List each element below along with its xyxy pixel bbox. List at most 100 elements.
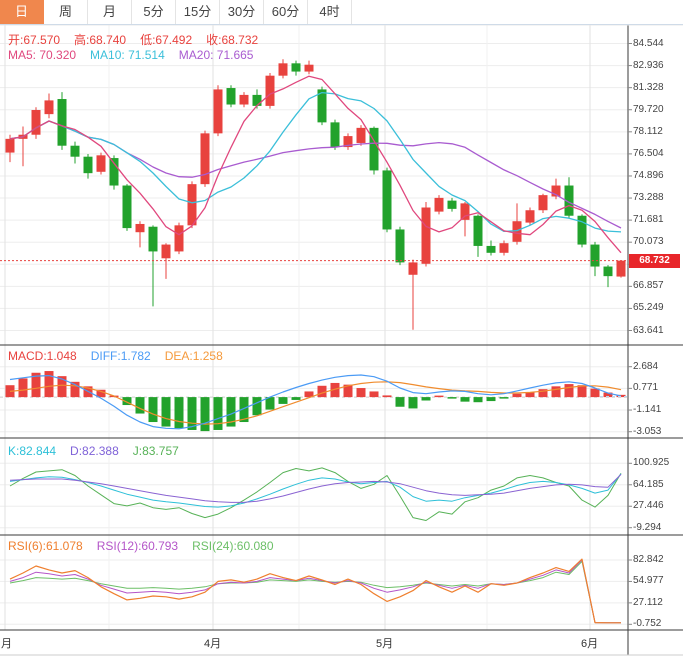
candle-body xyxy=(603,266,613,277)
chart-canvas[interactable]: 开:67.570 高:68.740 低:67.492 收:68.732 MA5: 70… xyxy=(0,25,683,663)
macd-bar xyxy=(382,395,392,398)
main-y-label-12: 65.249 xyxy=(633,302,664,314)
macd-bar xyxy=(408,397,418,409)
macd-bar xyxy=(135,397,145,414)
main-y-label-0: 84.544 xyxy=(633,37,664,49)
rsi-y-label-2: 27.112 xyxy=(633,596,663,608)
main-y-label-13: 63.641 xyxy=(633,324,664,336)
macd-bar xyxy=(473,397,483,403)
kdj-y-label-3: -9.294 xyxy=(633,521,662,533)
macd-bar xyxy=(356,388,366,398)
macd-bar xyxy=(603,392,613,398)
tab-period-3[interactable]: 5分 xyxy=(132,0,176,24)
rsi-y-label-3: -0.752 xyxy=(633,618,662,630)
candle-body xyxy=(200,133,210,185)
candle-body xyxy=(161,244,171,259)
macd-bar xyxy=(291,397,301,400)
tab-period-2[interactable]: 月 xyxy=(88,0,132,24)
tab-period-6[interactable]: 60分 xyxy=(264,0,308,24)
candle-body xyxy=(525,210,535,223)
candle-body xyxy=(395,229,405,263)
candle-body xyxy=(577,215,587,245)
rsi-y-label-0: 82.842 xyxy=(633,554,664,565)
ohlc-item-0: 开:67.570 xyxy=(8,33,61,47)
macd-y-label-1: 0.771 xyxy=(633,382,659,394)
macd-bar xyxy=(96,389,106,398)
candle-body xyxy=(109,158,119,186)
ma-item-2: MA20: 71.665 xyxy=(178,48,254,62)
candle-body xyxy=(408,262,418,275)
tab-period-7[interactable]: 4时 xyxy=(308,0,352,24)
candle-body xyxy=(564,185,574,216)
ma10-line xyxy=(9,91,622,233)
candle-body xyxy=(317,89,327,123)
x-axis-label-0: 月 xyxy=(1,638,12,650)
candle-body xyxy=(174,225,184,252)
main-y-label-2: 81.328 xyxy=(633,81,664,93)
main-y-label-7: 73.288 xyxy=(633,192,664,204)
candle-body xyxy=(330,122,340,148)
candle-body xyxy=(538,195,548,211)
macd-item-0: MACD:1.048 xyxy=(8,349,77,363)
candle-body xyxy=(434,197,444,212)
ma5-line xyxy=(9,75,622,254)
macd-bar xyxy=(538,389,548,398)
candle-body xyxy=(44,100,54,115)
macd-bar xyxy=(265,397,275,410)
candle-body xyxy=(148,226,158,252)
macd-bar xyxy=(57,376,67,398)
rsi6-line xyxy=(9,558,621,624)
macd-bar xyxy=(44,371,54,398)
macd-bar xyxy=(278,397,288,404)
ma-item-0: MA5: 70.320 xyxy=(8,48,77,62)
tab-period-5[interactable]: 30分 xyxy=(220,0,264,24)
macd-bar xyxy=(148,397,158,423)
candle-body xyxy=(343,136,353,148)
kdj-y-label-2: 27.446 xyxy=(633,500,664,512)
macd-bar xyxy=(304,391,314,398)
ohlc-item-2: 低:67.492 xyxy=(140,33,193,47)
main-y-label-9: 70.073 xyxy=(633,236,664,248)
j-line xyxy=(9,467,622,521)
ma-readout: MA5: 70.320 MA10: 71.514 MA20: 71.665 xyxy=(8,48,267,62)
dea-line xyxy=(9,381,622,425)
macd-bar xyxy=(226,397,236,427)
candle-body xyxy=(447,200,457,209)
kdj-y-label-0: 100.925 xyxy=(633,457,670,469)
macd-y-label-3: -3.053 xyxy=(633,425,662,437)
candle-body xyxy=(5,138,15,153)
candle-body xyxy=(291,63,301,72)
macd-y-label-0: 2.684 xyxy=(633,360,659,372)
tab-period-1[interactable]: 周 xyxy=(44,0,88,24)
candle-body xyxy=(278,63,288,76)
rsi-item-0: RSI(6):61.078 xyxy=(8,539,83,553)
macd-bar xyxy=(343,384,353,398)
main-y-label-5: 76.504 xyxy=(633,147,664,159)
macd-bar xyxy=(564,384,574,398)
x-axis-label-1: 4月 xyxy=(204,638,222,650)
candle-body xyxy=(499,243,509,253)
macd-bar xyxy=(395,397,405,407)
candle-body xyxy=(616,260,626,277)
ma-item-1: MA10: 71.514 xyxy=(90,48,165,62)
chart-plot[interactable] xyxy=(0,25,683,663)
macd-bar xyxy=(512,393,522,398)
x-axis-label-3: 6月 xyxy=(581,638,599,650)
kdj-item-2: J:83.757 xyxy=(132,444,179,458)
candle-body xyxy=(57,99,67,146)
candle-body xyxy=(239,94,249,105)
main-y-label-8: 71.681 xyxy=(633,214,664,226)
candle-body xyxy=(512,221,522,242)
macd-bar xyxy=(499,397,509,399)
kdj-item-0: K:82.844 xyxy=(8,444,57,458)
rsi-item-1: RSI(12):60.793 xyxy=(96,539,179,553)
candle-body xyxy=(187,184,197,226)
x-axis-label-2: 5月 xyxy=(376,638,394,650)
kdj-readout: K:82.844 D:82.388 J:83.757 xyxy=(8,444,193,458)
tab-period-0[interactable]: 日 xyxy=(0,0,44,24)
candle-body xyxy=(83,156,93,174)
candle-body xyxy=(460,203,470,220)
main-y-label-4: 78.112 xyxy=(633,125,663,137)
macd-bar xyxy=(187,397,197,430)
tab-period-4[interactable]: 15分 xyxy=(176,0,220,24)
